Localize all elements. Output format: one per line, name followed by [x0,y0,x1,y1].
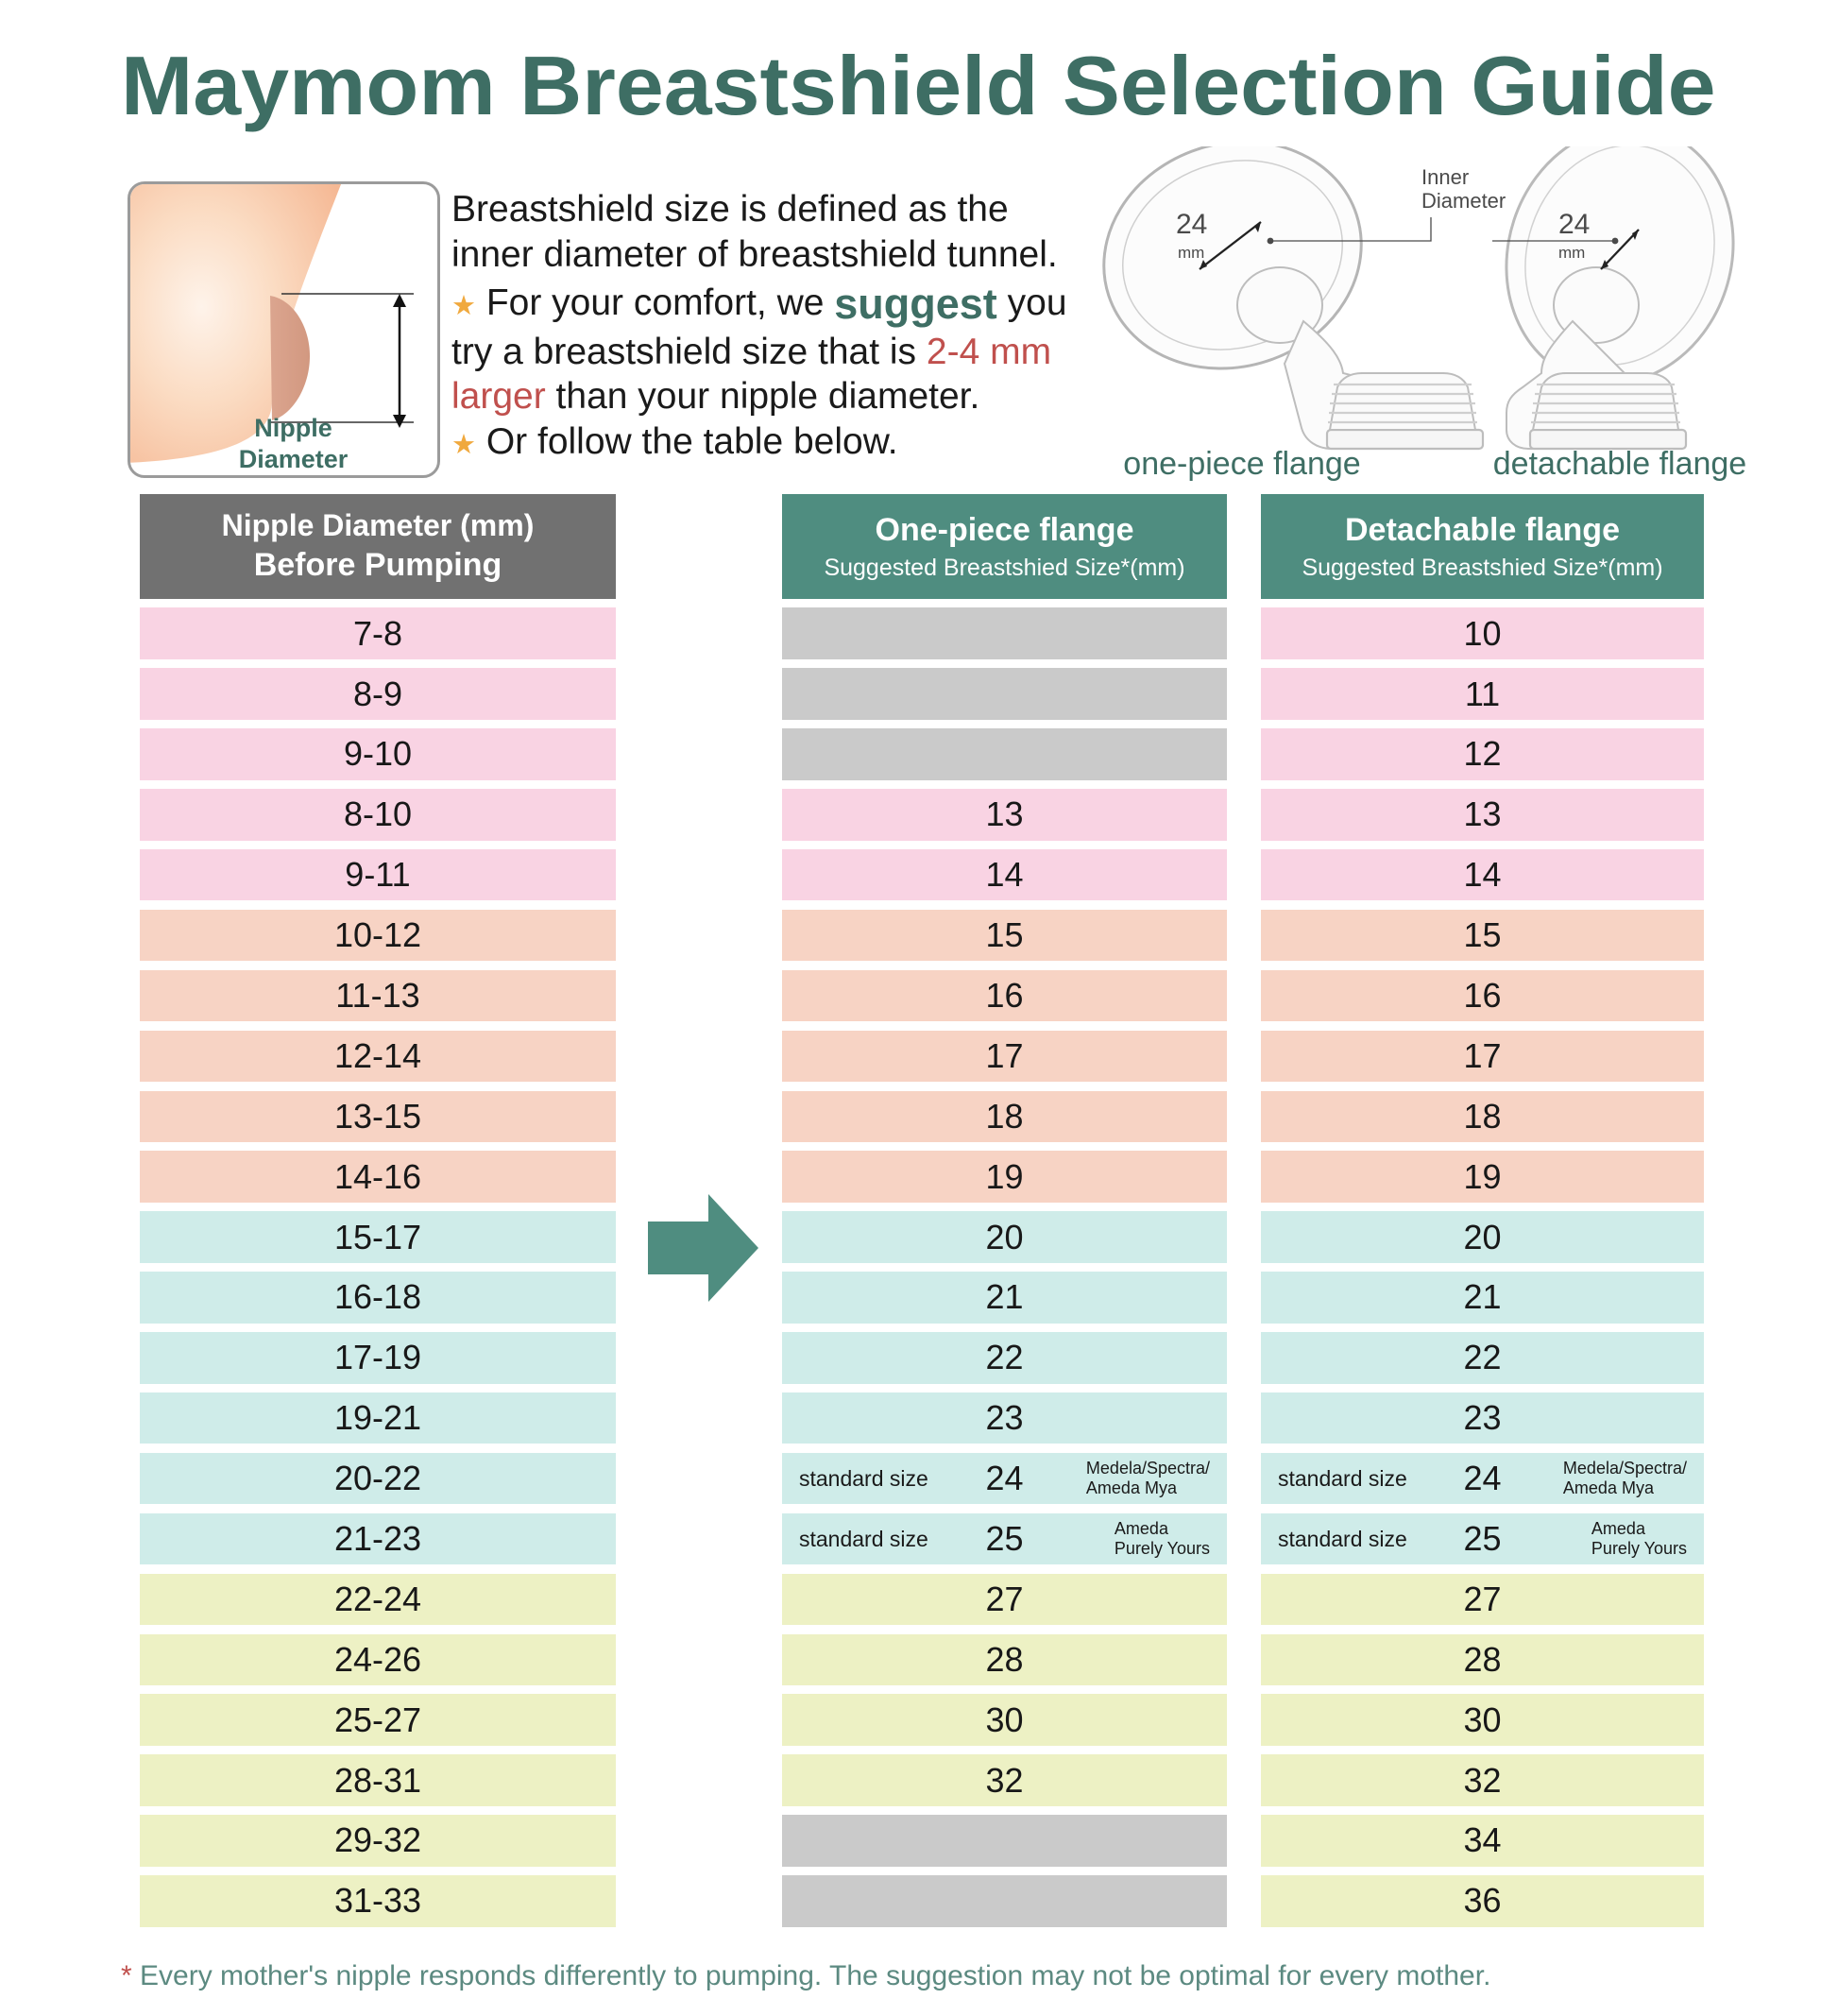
svg-text:mm: mm [1178,244,1204,262]
svg-text:24: 24 [1558,209,1590,240]
svg-text:Inner: Inner [1421,165,1469,189]
svg-text:Diameter: Diameter [1421,189,1506,213]
svg-text:24: 24 [1176,209,1207,240]
svg-text:mm: mm [1558,244,1585,262]
